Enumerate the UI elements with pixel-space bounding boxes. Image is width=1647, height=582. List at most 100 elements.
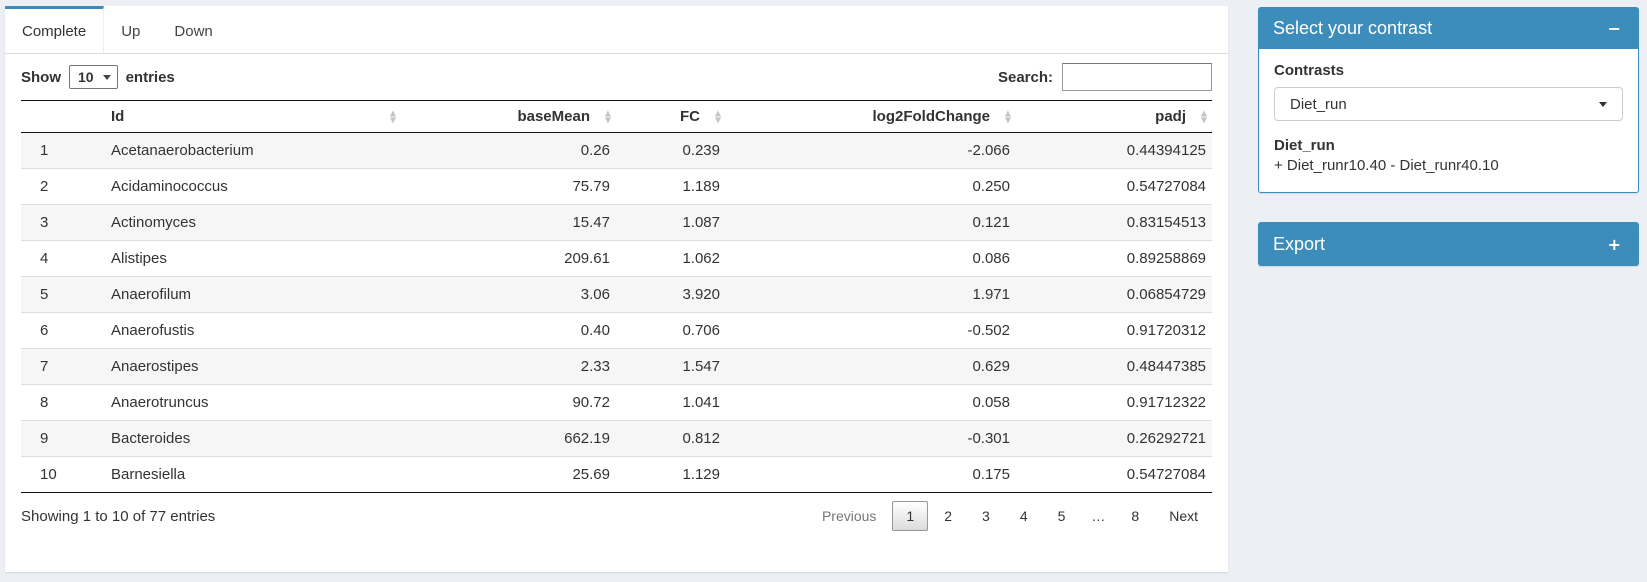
cell-id: Acidaminococcus (111, 178, 228, 195)
tab-down[interactable]: Down (174, 22, 213, 40)
page-button-1[interactable]: 1 (892, 501, 929, 531)
tab-complete[interactable]: Complete (5, 6, 105, 53)
table-row[interactable]: 1 Acetanaerobacterium 0.26 0.239 -2.066 0.443… (21, 132, 1212, 169)
table-row[interactable]: 8 Anaerotruncus 90.72 1.041 0.058 0.91712322 (21, 384, 1212, 421)
cell-baseMean: 662.19 (564, 430, 610, 447)
collapse-plus-icon[interactable]: + (1607, 234, 1621, 254)
contrast-name: Diet_run (1274, 137, 1335, 154)
table-controls: Show 10 entries Search: (21, 62, 1212, 92)
cell-padj: 0.91712322 (1126, 394, 1206, 411)
column-header-padj[interactable]: padj ▲ ▼ (1016, 101, 1212, 133)
cell-n: 6 (40, 322, 49, 339)
column-header-baseMean[interactable]: baseMean ▲ ▼ (401, 101, 616, 133)
cell-padj: 0.54727084 (1126, 178, 1206, 195)
cell-n: 5 (40, 286, 49, 303)
export-box-title: Export (1273, 233, 1326, 254)
show-label: Show (21, 68, 61, 86)
cell-baseMean: 0.40 (580, 322, 610, 339)
cell-id: Anaerostipes (111, 358, 199, 375)
entries-label: entries (125, 68, 175, 86)
cell-baseMean: 15.47 (572, 214, 610, 231)
table-row[interactable]: 3 Actinomyces 15.47 1.087 0.121 0.83154513 (21, 204, 1212, 241)
cell-baseMean: 25.69 (572, 466, 610, 483)
contrast-box-body: Contrasts Diet_run Diet_run + Diet_runr1… (1258, 49, 1639, 193)
cell-baseMean: 75.79 (572, 178, 610, 195)
export-box-header[interactable]: Export + (1258, 222, 1639, 266)
table-row[interactable]: 9 Bacteroides 662.19 0.812 -0.301 0.26292721 (21, 420, 1212, 457)
tab-up[interactable]: Up (121, 22, 141, 40)
cell-padj: 0.83154513 (1126, 214, 1206, 231)
table-row[interactable]: 2 Acidaminococcus 75.79 1.189 0.250 0.5472708… (21, 168, 1212, 205)
page-length-control: Show 10 entries (21, 65, 175, 89)
page-length-select[interactable]: 10 (69, 65, 118, 89)
cell-log2fc: 0.086 (972, 250, 1010, 267)
column-label: FC (680, 108, 700, 125)
table-footer: Showing 1 to 10 of 77 entries Previous 1 2… (21, 501, 1212, 531)
column-header-n (21, 101, 101, 133)
cell-padj: 0.06854729 (1126, 286, 1206, 303)
search-input[interactable] (1062, 63, 1212, 91)
cell-fc: 1.041 (682, 394, 720, 411)
table-row[interactable]: 6 Anaerofustis 0.40 0.706 -0.502 0.91720312 (21, 312, 1212, 349)
export-box: Export + (1258, 222, 1639, 266)
caret-down-icon (1599, 101, 1607, 107)
table-body: 1 Acetanaerobacterium 0.26 0.239 -2.066 0.443… (21, 132, 1212, 493)
cell-baseMean: 90.72 (572, 394, 610, 411)
table-row[interactable]: 7 Anaerostipes 2.33 1.547 0.629 0.48447385 (21, 348, 1212, 385)
cell-padj: 0.48447385 (1126, 358, 1206, 375)
column-header-log2fc[interactable]: log2FoldChange ▲ ▼ (726, 101, 1016, 133)
cell-log2fc: 0.250 (972, 178, 1010, 195)
collapse-minus-icon[interactable]: − (1607, 18, 1621, 38)
page-button-previous[interactable]: Previous (821, 508, 877, 524)
cell-id: Acetanaerobacterium (111, 142, 254, 159)
cell-fc: 3.920 (682, 286, 720, 303)
cell-fc: 1.547 (682, 358, 720, 375)
cell-id: Barnesiella (111, 466, 186, 483)
cell-log2fc: 0.175 (972, 466, 1010, 483)
cell-padj: 0.54727084 (1126, 466, 1206, 483)
results-table: Id ▲ ▼ baseMean ▲ ▼ FC ▲ ▼ log2FoldChange ▲ ▼ padj ▲ ▼… (21, 100, 1212, 493)
cell-baseMean: 2.33 (580, 358, 610, 375)
cell-log2fc: -0.301 (967, 430, 1010, 447)
column-header-id[interactable]: Id ▲ ▼ (101, 101, 401, 133)
cell-log2fc: 0.629 (972, 358, 1010, 375)
caret-down-icon (102, 74, 111, 80)
cell-id: Alistipes (111, 250, 167, 267)
contrast-box: Select your contrast − Contrasts Diet_ru… (1258, 7, 1639, 193)
cell-fc: 1.189 (682, 178, 720, 195)
cell-id: Bacteroides (111, 430, 191, 447)
cell-fc: 1.087 (682, 214, 720, 231)
cell-log2fc: 0.058 (972, 394, 1010, 411)
contrast-formula: + Diet_runr10.40 - Diet_runr40.10 (1274, 157, 1499, 174)
cell-padj: 0.44394125 (1126, 142, 1206, 159)
contrast-box-header[interactable]: Select your contrast − (1258, 7, 1639, 49)
column-header-fc[interactable]: FC ▲ ▼ (616, 101, 726, 133)
contrasts-label: Contrasts (1274, 62, 1345, 79)
cell-log2fc: -0.502 (967, 322, 1010, 339)
cell-padj: 0.26292721 (1126, 430, 1206, 447)
cell-fc: 1.129 (682, 466, 720, 483)
table-row[interactable]: 4 Alistipes 209.61 1.062 0.086 0.89258869 (21, 240, 1212, 277)
page-button-8[interactable]: 8 (1131, 508, 1140, 524)
table-row[interactable]: 10 Barnesiella 25.69 1.129 0.175 0.54727084 (21, 456, 1212, 493)
cell-fc: 0.706 (682, 322, 720, 339)
page-button-4[interactable]: 4 (1019, 508, 1028, 524)
sort-both-icon: ▲ ▼ (1004, 108, 1011, 124)
cell-padj: 0.89258869 (1126, 250, 1206, 267)
tab-content: Show 10 entries Search: Id ▲ ▼ baseMean ▲ ▼ FC… (5, 62, 1228, 531)
cell-n: 3 (40, 214, 49, 231)
page-button-next[interactable]: Next (1169, 508, 1198, 524)
contrast-select[interactable]: Diet_run (1274, 87, 1623, 121)
pagination-ellipsis: … (1091, 508, 1106, 524)
cell-id: Anaerofilum (111, 286, 192, 303)
cell-n: 9 (40, 430, 49, 447)
cell-n: 10 (40, 466, 57, 483)
table-row[interactable]: 5 Anaerofilum 3.06 3.920 1.971 0.06854729 (21, 276, 1212, 313)
page-button-3[interactable]: 3 (982, 508, 990, 524)
column-label: padj (1155, 108, 1186, 125)
cell-baseMean: 0.26 (580, 142, 610, 159)
page-button-2[interactable]: 2 (944, 508, 953, 524)
cell-n: 1 (40, 142, 49, 159)
table-header-row: Id ▲ ▼ baseMean ▲ ▼ FC ▲ ▼ log2FoldChange ▲ ▼ padj ▲ ▼ (21, 100, 1212, 133)
page-button-5[interactable]: 5 (1057, 508, 1066, 524)
